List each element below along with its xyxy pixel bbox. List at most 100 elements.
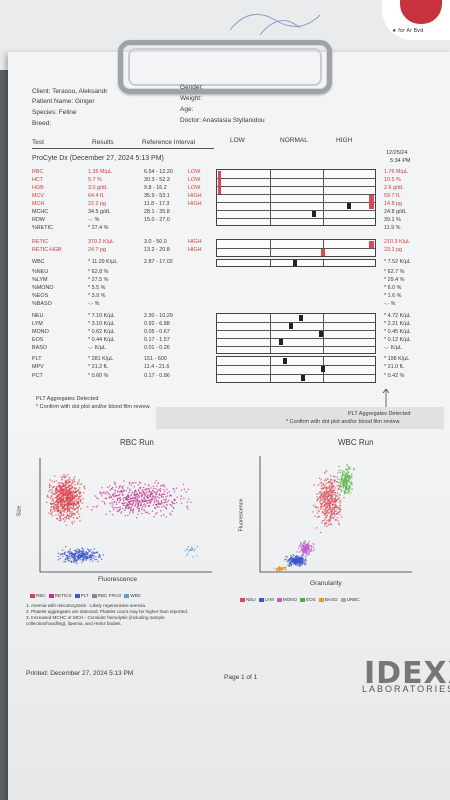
previous-result: 14.8 pg — [384, 201, 402, 207]
prev-time: 5:34 PM — [390, 158, 411, 164]
reference-interval: 30.3 - 52.3 — [144, 177, 170, 183]
test-name: NEU — [32, 313, 44, 319]
col-test: Test — [32, 139, 44, 146]
rbc-axes — [39, 458, 212, 573]
legend-label: BASO — [324, 597, 338, 602]
client-line: Client: Terasou, Aleksandr — [32, 88, 108, 95]
legend-label: RBC — [36, 593, 46, 598]
breed-line: Breed: — [32, 120, 52, 127]
table-row: %MONO * 5.5 % * 6.0 % — [32, 285, 444, 293]
table-row: RDW -.- % 15.0 - 27.0 39.1 % — [32, 217, 444, 225]
legend-swatch — [30, 593, 35, 598]
reference-interval: 0.05 - 0.67 — [144, 329, 170, 335]
previous-result: * 2.21 K/µL — [384, 321, 411, 327]
test-result: * 11.29 K/µL — [88, 259, 118, 265]
wbc-scatter-plot — [259, 456, 412, 573]
test-name: %EOS — [32, 293, 49, 299]
previous-result: 59.7 fL — [384, 193, 401, 199]
test-result: * 62.8 % — [88, 269, 109, 275]
reference-interval: 2.30 - 10.29 — [144, 313, 173, 319]
test-name: BASO — [32, 345, 47, 351]
right-note-banner — [156, 407, 444, 429]
test-name: RETIC — [32, 239, 49, 245]
test-name: EOS — [32, 337, 44, 343]
table-row: PLT * 281 K/µL 151 - 600 * 198 K/µL — [32, 356, 444, 364]
test-result: 24.7 pg — [88, 247, 106, 253]
header-rule — [32, 148, 214, 149]
wbc-axes — [259, 456, 412, 573]
reference-interval: 28.1 - 35.8 — [144, 209, 170, 215]
legend-swatch — [48, 593, 54, 598]
rbc-scatter-plot — [39, 458, 212, 573]
footnote: collection/handling), lipemia, and Heinz… — [26, 621, 122, 626]
test-result: * 5.5 % — [88, 285, 106, 291]
confirm-note: * Confirm with dot plot and/or blood fil… — [36, 404, 151, 410]
test-result: * 3.10 K/µL — [88, 321, 115, 327]
neu-marker — [299, 315, 303, 321]
species-line: Species: Feline — [32, 109, 77, 116]
reference-interval: 3.0 - 50.0 — [144, 239, 167, 245]
table-row: MCHC 34.5 g/dL 28.1 - 35.8 24.8 g/dL — [32, 209, 444, 217]
legend-label: URBC — [346, 597, 360, 602]
test-name: %LYM — [32, 277, 48, 283]
mono-marker — [319, 331, 323, 337]
idexx-logo: IDEXX — [364, 656, 450, 691]
test-result: 5.7 % — [88, 177, 102, 183]
previous-result: 210.3 K/µL — [384, 239, 411, 245]
previous-result: 11.9 % — [384, 225, 401, 231]
legend-swatch — [258, 597, 264, 602]
test-result: -.- % — [88, 301, 100, 307]
idexx-logo-sub: LABORATORIES — [362, 684, 450, 694]
legend-label: MONO — [282, 597, 298, 602]
arrow-up-icon — [382, 388, 390, 410]
mchc-marker — [312, 211, 316, 217]
patient-line: Patient Name: Ginger — [32, 98, 95, 105]
test-result: 34.5 g/dL — [88, 209, 111, 215]
previous-result: * 29.4 % — [384, 277, 405, 283]
table-row: HGB 3.0 g/dL 9.8 - 16.2 LOW 2.6 g/dL — [32, 185, 444, 193]
gender-line: Gender: — [180, 84, 204, 91]
weight-line: Weight: — [180, 95, 202, 102]
previous-result: 23.1 pg — [384, 247, 402, 253]
lym-marker — [289, 323, 293, 329]
mch-marker — [347, 203, 351, 209]
run-title: ProCyte Dx (December 27, 2024 5:13 PM) — [32, 155, 164, 162]
legend-swatch — [340, 597, 346, 602]
wbc-range-chart — [216, 259, 376, 267]
test-result: -.- K/µL — [88, 345, 106, 351]
binder-clip — [118, 40, 332, 94]
wbc-marker — [293, 260, 297, 266]
reference-interval: 151 - 600 — [144, 356, 167, 362]
col-high: HIGH — [336, 137, 353, 144]
footnote: 1. Anemia with reticulocytosis - Likely … — [26, 603, 147, 608]
wbc-scatter-points — [273, 464, 355, 572]
test-result: * 27.4 % — [88, 225, 109, 231]
previous-result: * 62.7 % — [384, 269, 405, 275]
legend-label: PLT — [80, 593, 89, 598]
test-result: 370.2 K/µL — [88, 239, 115, 245]
test-result: * 27.5 % — [88, 277, 109, 283]
table-row: LYM * 3.10 K/µL 0.92 - 6.88 * 2.21 K/µL — [32, 321, 444, 329]
flag-label: HIGH — [188, 201, 202, 207]
flag-label: HIGH — [188, 239, 202, 245]
test-name: %BASO — [32, 301, 52, 307]
table-row: PCT * 0.60 % 0.17 - 0.86 * 0.42 % — [32, 373, 444, 381]
test-result: * 0.44 K/µL — [88, 337, 115, 343]
eos-marker — [279, 339, 283, 345]
flag-label: HIGH — [188, 247, 202, 253]
test-name: LYM — [32, 321, 43, 327]
wbc-legend: NEU LYM MONO EOS BASO URBC — [240, 597, 363, 602]
previous-result: * 7.52 K/µL — [384, 259, 411, 265]
rbc-ylabel: Size — [16, 505, 23, 517]
pct-marker — [301, 375, 305, 381]
table-row: %RETIC * 27.4 % 11.9 % — [32, 225, 444, 233]
reference-interval: 9.8 - 16.2 — [144, 185, 167, 191]
table-row: BASO -.- K/µL 0.01 - 0.26 -.- K/µL — [32, 345, 444, 353]
reference-interval: 11.8 - 17.3 — [144, 201, 170, 207]
previous-result: 2.6 g/dL — [384, 185, 404, 191]
table-row: MCH 22.2 pg 11.8 - 17.3 HIGH 14.8 pg — [32, 201, 444, 209]
previous-result: 1.76 M/µL — [384, 169, 409, 175]
flag-label: LOW — [188, 169, 201, 175]
reference-interval: 0.17 - 1.57 — [144, 337, 170, 343]
reference-interval: 6.54 - 12.20 — [144, 169, 173, 175]
